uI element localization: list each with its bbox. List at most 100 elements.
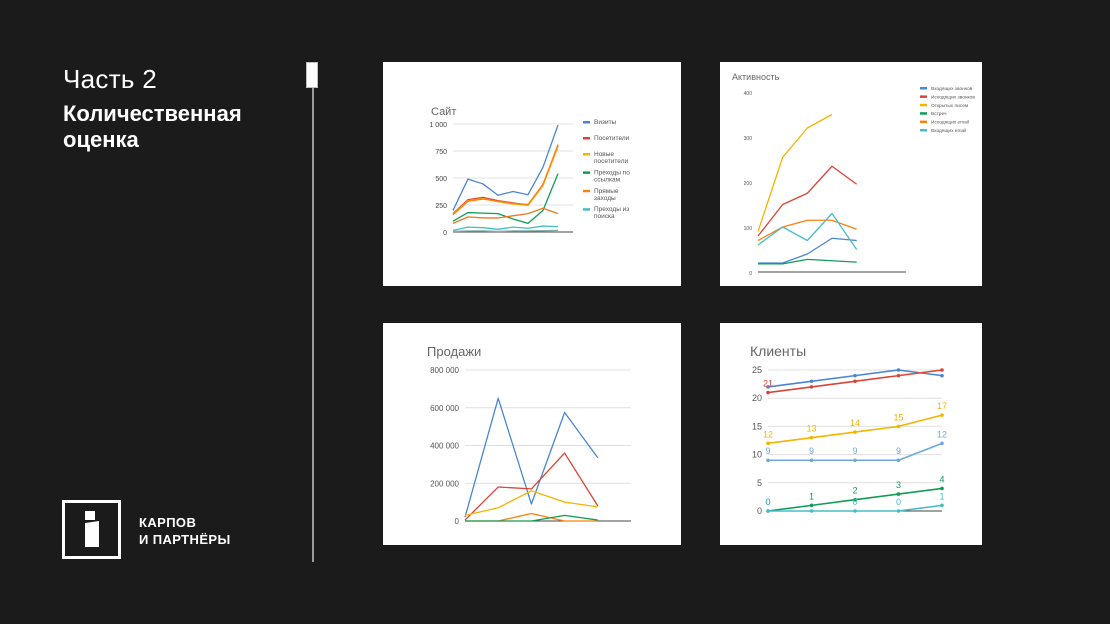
data-point bbox=[940, 503, 944, 508]
chart-sales: Продажи 0 200 000 400 000 600 000 800 000 bbox=[427, 344, 631, 526]
data-label: 9 bbox=[809, 446, 814, 456]
data-label: 21 bbox=[763, 379, 773, 389]
legend-label-part: поиска bbox=[594, 213, 615, 220]
data-point bbox=[809, 458, 814, 463]
chart-site: Сайт 0 250 500 750 1 000 Визиты Посетители Новые… bbox=[429, 106, 630, 237]
data-point bbox=[809, 503, 814, 508]
data-point bbox=[896, 373, 901, 378]
series-line-8 bbox=[452, 229, 559, 233]
series-line-2 bbox=[464, 452, 599, 521]
legend-swatch bbox=[583, 171, 590, 174]
y-tick-label: 300 bbox=[744, 136, 753, 142]
y-tick-label: 250 bbox=[435, 203, 447, 210]
legend-label-part: Новые bbox=[594, 151, 614, 158]
data-label: 0 bbox=[896, 497, 901, 507]
data-point bbox=[766, 441, 770, 446]
series-line-1 bbox=[464, 397, 599, 518]
data-point bbox=[853, 509, 857, 513]
legend-swatch bbox=[583, 189, 590, 193]
y-tick-label: 750 bbox=[435, 149, 447, 156]
legend-swatch bbox=[920, 87, 927, 90]
series-line-6 bbox=[452, 225, 559, 232]
series-line-5 bbox=[465, 514, 598, 522]
data-label: 12 bbox=[937, 429, 947, 439]
chart-title: Клиенты bbox=[750, 343, 806, 359]
data-point bbox=[853, 430, 857, 434]
y-tick-label: 400 000 bbox=[430, 442, 459, 451]
data-label: 0 bbox=[765, 497, 770, 507]
data-point bbox=[940, 368, 944, 372]
series-line-5 bbox=[757, 219, 857, 242]
series-line-1 bbox=[758, 237, 857, 264]
legend-label-part: Преходы по bbox=[594, 169, 630, 176]
data-label: 1 bbox=[939, 491, 944, 501]
data-point bbox=[853, 458, 857, 463]
legend-swatch bbox=[583, 153, 590, 156]
data-label: 17 bbox=[937, 401, 947, 411]
y-tick-label: 10 bbox=[752, 450, 762, 460]
data-point bbox=[809, 385, 814, 389]
series-line-5 bbox=[452, 144, 559, 216]
data-point bbox=[766, 390, 770, 395]
company-name-line1: КАРПОВ bbox=[139, 515, 197, 530]
slide-title: Часть 2 bbox=[63, 64, 158, 94]
data-label: 1 bbox=[809, 491, 814, 501]
legend-swatch bbox=[583, 137, 590, 140]
series-line-2 bbox=[757, 165, 858, 237]
data-label: 14 bbox=[850, 418, 860, 428]
data-label: 9 bbox=[765, 446, 770, 456]
legend-label: Прямые заходы bbox=[594, 188, 619, 202]
data-point bbox=[809, 509, 814, 513]
legend-swatch bbox=[583, 208, 590, 211]
data-label: 15 bbox=[893, 412, 903, 422]
series-line-3 bbox=[452, 146, 559, 215]
data-point bbox=[766, 458, 770, 463]
series-line-4 bbox=[452, 173, 559, 225]
slide-subtitle: Количественная оценка bbox=[63, 101, 242, 152]
legend-label-part: посетители bbox=[594, 158, 628, 165]
legend-label: Преходы по ссылкам bbox=[594, 169, 630, 183]
data-label: 0 bbox=[852, 497, 857, 507]
series-line-1 bbox=[452, 124, 559, 211]
data-point bbox=[809, 379, 814, 384]
company-logo bbox=[62, 500, 121, 559]
legend-label: Новые посетители bbox=[594, 151, 628, 165]
legend-label: Встреч bbox=[931, 111, 947, 117]
data-point bbox=[766, 385, 770, 389]
chart-title: Активность bbox=[732, 72, 780, 82]
legend-label: Визиты bbox=[594, 119, 617, 126]
data-point bbox=[809, 435, 814, 440]
data-label: 3 bbox=[896, 480, 901, 490]
y-tick-label: 200 bbox=[744, 181, 753, 187]
data-label: 4 bbox=[939, 474, 944, 484]
y-tick-label: 0 bbox=[757, 506, 762, 516]
y-tick-label: 800 000 bbox=[430, 366, 459, 375]
company-name: КАРПОВ И ПАРТНЁРЫ bbox=[139, 514, 231, 548]
y-tick-label: 200 000 bbox=[430, 479, 459, 488]
series-line-1 bbox=[767, 369, 943, 388]
series-line-3 bbox=[757, 113, 833, 232]
chart-card-sales: Продажи 0 200 000 400 000 600 000 800 000 bbox=[383, 323, 681, 545]
data-point bbox=[766, 509, 770, 513]
data-label: 9 bbox=[852, 446, 857, 456]
legend-label: Посетители bbox=[594, 135, 630, 142]
data-point bbox=[896, 509, 901, 513]
legend-label-part: Преходы из bbox=[594, 206, 629, 213]
y-tick-label: 25 bbox=[752, 365, 762, 375]
data-point bbox=[853, 497, 857, 502]
y-tick-label: 100 bbox=[744, 226, 753, 232]
legend-label: Входящих email bbox=[931, 128, 966, 134]
section-marker bbox=[306, 62, 318, 88]
data-point bbox=[853, 379, 857, 384]
y-tick-label: 15 bbox=[752, 421, 762, 431]
logo-mark-icon bbox=[85, 511, 99, 547]
data-label: 2 bbox=[852, 486, 857, 496]
data-point bbox=[896, 492, 901, 496]
legend-label: Исходящих email bbox=[931, 120, 969, 126]
data-label: 9 bbox=[896, 446, 901, 456]
legend-swatch bbox=[920, 103, 927, 107]
data-point bbox=[940, 486, 944, 491]
data-point bbox=[853, 373, 857, 378]
chart-activity: Активность 0 100 200 300 400 Входящих звонков И… bbox=[732, 72, 975, 277]
